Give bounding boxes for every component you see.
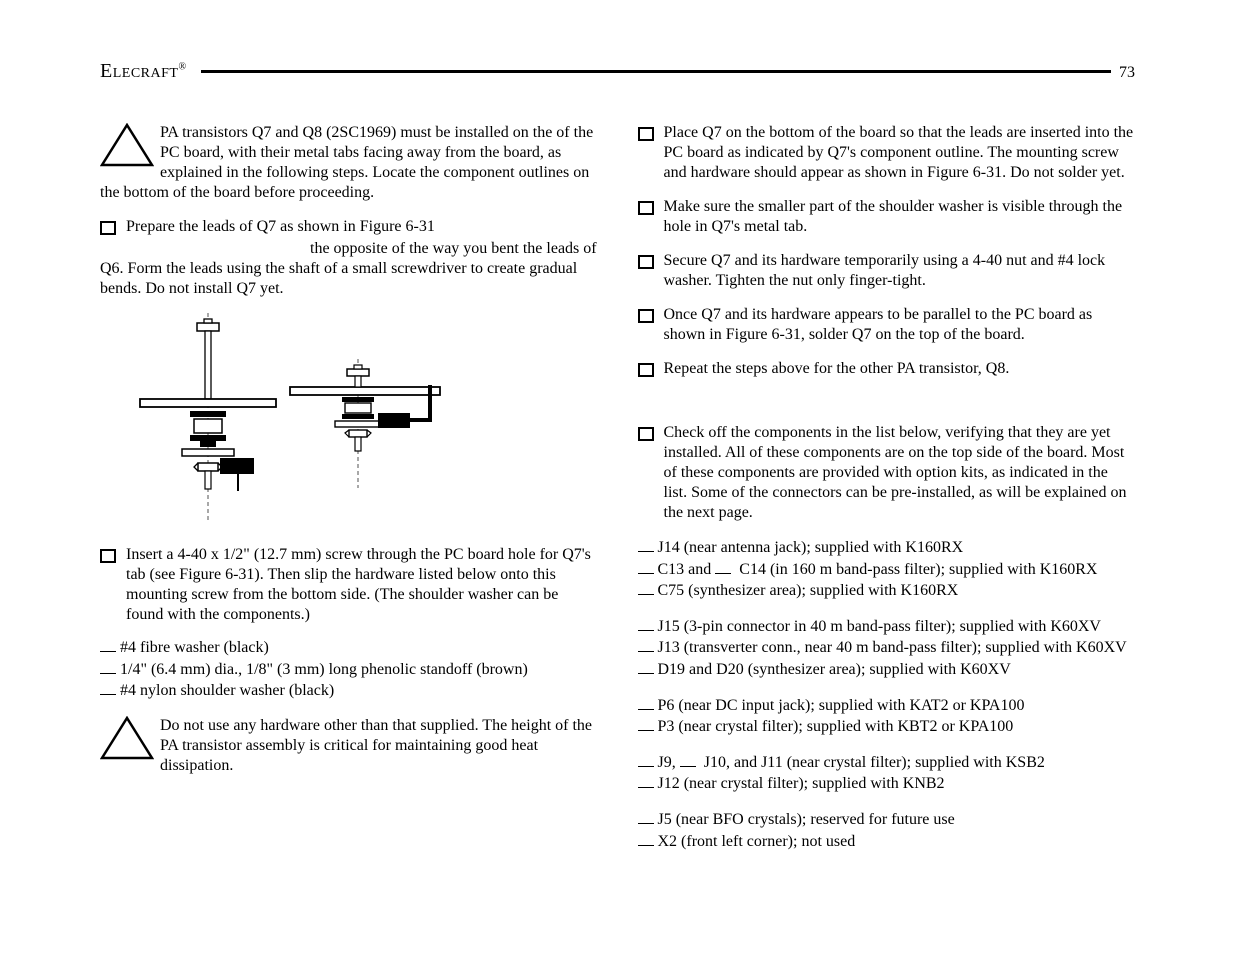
checkbox-icon [638, 309, 654, 323]
caution-text: Do not use any hardware other than that … [160, 717, 592, 774]
component-group-1: J14 (near antenna jack); supplied with K… [638, 537, 1136, 602]
list-item: P3 (near crystal filter); supplied with … [638, 716, 1136, 738]
list-item: J5 (near BFO crystals); reserved for fut… [638, 809, 1136, 831]
list-item: C13 and C14 (in 160 m band-pass filter);… [638, 559, 1136, 581]
step-repeat-q8: Repeat the steps above for the other PA … [638, 359, 1136, 379]
step-text: Prepare the leads of Q7 as shown in Figu… [126, 217, 598, 237]
caution-block-2: Do not use any hardware other than that … [100, 716, 598, 776]
checkbox-icon [638, 201, 654, 215]
figure-6-31 [130, 313, 470, 523]
list-item: #4 fibre washer (black) [100, 637, 598, 659]
page-header: Elecraft® 73 [100, 60, 1135, 83]
step-text: Check off the components in the list bel… [664, 423, 1136, 523]
step-secure-q7: Secure Q7 and its hardware temporarily u… [638, 251, 1136, 291]
list-item: J12 (near crystal filter); supplied with… [638, 773, 1136, 795]
list-item: J14 (near antenna jack); supplied with K… [638, 537, 1136, 559]
page-number: 73 [1119, 64, 1135, 82]
step-text: Insert a 4-40 x 1/2" (12.7 mm) screw thr… [126, 545, 598, 625]
step-solder-q7: Once Q7 and its hardware appears to be p… [638, 305, 1136, 345]
step-checkoff: Check off the components in the list bel… [638, 423, 1136, 523]
component-group-5: J5 (near BFO crystals); reserved for fut… [638, 809, 1136, 852]
list-item: C75 (synthesizer area); supplied with K1… [638, 580, 1136, 602]
list-item: P6 (near DC input jack); supplied with K… [638, 695, 1136, 717]
checkbox-icon [638, 127, 654, 141]
step-text: Once Q7 and its hardware appears to be p… [664, 305, 1136, 345]
blank-line [100, 659, 116, 673]
component-group-4: J9, J10, and J11 (near crystal filter); … [638, 752, 1136, 795]
caution-block: PA transistors Q7 and Q8 (2SC1969) must … [100, 123, 598, 203]
left-column: PA transistors Q7 and Q8 (2SC1969) must … [100, 123, 598, 866]
checkbox-icon [638, 255, 654, 269]
list-item: D19 and D20 (synthesizer area); supplied… [638, 659, 1136, 681]
component-group-2: J15 (3-pin connector in 40 m band-pass f… [638, 616, 1136, 681]
brand-reg: ® [178, 61, 186, 72]
component-group-3: P6 (near DC input jack); supplied with K… [638, 695, 1136, 738]
step-shoulder-washer: Make sure the smaller part of the should… [638, 197, 1136, 237]
header-rule [201, 70, 1111, 73]
step-text: Make sure the smaller part of the should… [664, 197, 1136, 237]
blank-line [100, 681, 116, 695]
caution-icon [100, 716, 154, 760]
step-text: Repeat the steps above for the other PA … [664, 359, 1136, 379]
step-text: Place Q7 on the bottom of the board so t… [664, 123, 1136, 183]
brand: Elecraft® [100, 60, 187, 83]
list-item: J9, J10, and J11 (near crystal filter); … [638, 752, 1136, 774]
list-item: #4 nylon shoulder washer (black) [100, 680, 598, 702]
checkbox-icon [638, 427, 654, 441]
step-text-cont: the opposite of the way you bent the lea… [100, 240, 597, 297]
checkbox-icon [100, 549, 116, 563]
caution-text: PA transistors Q7 and Q8 (2SC1969) must … [100, 124, 593, 201]
checkbox-icon [100, 221, 116, 235]
step-place-q7: Place Q7 on the bottom of the board so t… [638, 123, 1136, 183]
step-prepare-q7: Prepare the leads of Q7 as shown in Figu… [100, 217, 598, 237]
blank-line [100, 638, 116, 652]
list-item: X2 (front left corner); not used [638, 831, 1136, 853]
list-item: 1/4" (6.4 mm) dia., 1/8" (3 mm) long phe… [100, 659, 598, 681]
brand-text: Elecraft [100, 60, 178, 82]
list-item: J15 (3-pin connector in 40 m band-pass f… [638, 616, 1136, 638]
caution-icon [100, 123, 154, 167]
content-columns: PA transistors Q7 and Q8 (2SC1969) must … [100, 123, 1135, 866]
list-item: J13 (transverter conn., near 40 m band-p… [638, 637, 1136, 659]
step-text: Secure Q7 and its hardware temporarily u… [664, 251, 1136, 291]
checkbox-icon [638, 363, 654, 377]
hardware-list: #4 fibre washer (black) 1/4" (6.4 mm) di… [100, 637, 598, 702]
right-column: Place Q7 on the bottom of the board so t… [638, 123, 1136, 866]
step-insert-screw: Insert a 4-40 x 1/2" (12.7 mm) screw thr… [100, 545, 598, 625]
